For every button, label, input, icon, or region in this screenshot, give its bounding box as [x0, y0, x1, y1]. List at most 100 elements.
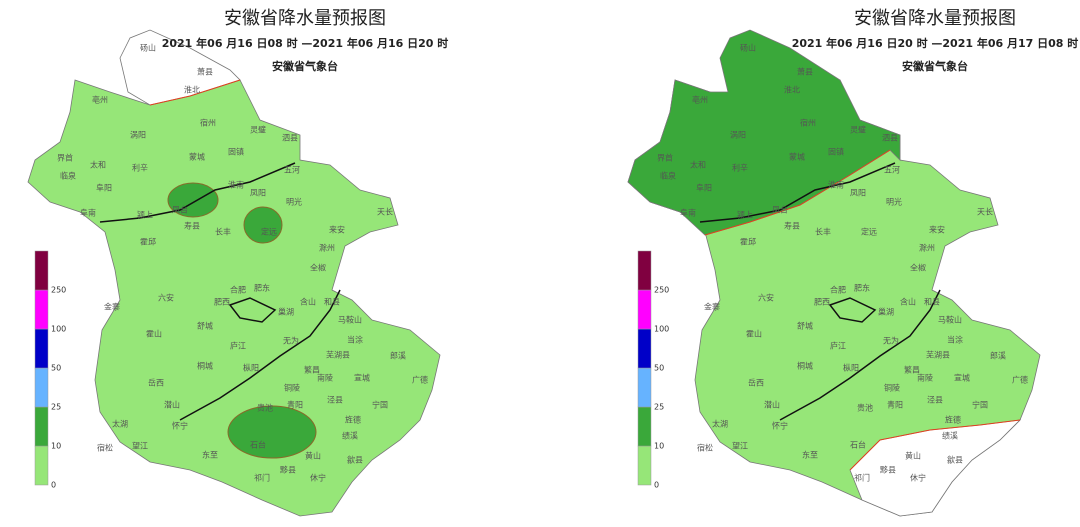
- city-label: 怀宁: [772, 421, 788, 431]
- city-label: 和县: [924, 298, 940, 307]
- legend-swatch: [34, 445, 49, 486]
- city-label: 来安: [929, 225, 945, 235]
- city-label: 明光: [286, 197, 302, 207]
- city-label: 南陵: [317, 373, 333, 383]
- legend-label: 0: [51, 481, 56, 490]
- city-label: 金寨: [704, 302, 720, 312]
- city-label: 马鞍山: [338, 315, 362, 325]
- legend-label: 100: [654, 325, 669, 334]
- city-label: 石台: [850, 440, 866, 450]
- city-label: 无为: [883, 336, 899, 346]
- city-label: 灵璧: [250, 125, 266, 135]
- city-label: 歙县: [947, 455, 963, 465]
- city-label: 阜阳: [96, 183, 112, 193]
- city-label: 霍邱: [740, 238, 756, 247]
- city-label: 望江: [132, 441, 148, 451]
- city-label: 蒙城: [789, 152, 805, 162]
- city-label: 六安: [158, 293, 174, 303]
- city-label: 贵池: [857, 403, 873, 413]
- city-label: 含山: [300, 297, 316, 307]
- city-label: 宿州: [800, 118, 816, 128]
- city-label: 宿松: [97, 443, 113, 453]
- city-label: 石台: [250, 440, 266, 450]
- legend-swatch: [637, 406, 652, 447]
- legend-swatch: [34, 289, 49, 330]
- city-label: 当涂: [947, 335, 963, 345]
- legend-swatch: [34, 250, 49, 291]
- city-label: 定远: [261, 227, 277, 237]
- city-label: 颍上: [137, 211, 153, 220]
- city-label: 芜湖县: [926, 350, 950, 360]
- city-label: 蒙城: [189, 152, 205, 162]
- city-label: 黟县: [280, 465, 296, 475]
- city-label: 利辛: [132, 163, 148, 173]
- city-label: 宁国: [972, 400, 988, 410]
- legend-swatch: [637, 367, 652, 408]
- city-label: 广德: [412, 375, 428, 385]
- city-label: 来安: [329, 225, 345, 235]
- city-label: 长丰: [815, 227, 831, 237]
- city-label: 旌德: [945, 415, 961, 425]
- legend-swatch: [637, 445, 652, 486]
- city-label: 舒城: [797, 321, 813, 331]
- city-label: 太湖: [112, 419, 128, 429]
- city-label: 绩溪: [342, 431, 358, 441]
- city-label: 贵池: [257, 403, 273, 413]
- map-title: 安徽省降水量预报图: [224, 8, 386, 29]
- city-label: 霍山: [746, 329, 762, 339]
- city-label: 砀山: [140, 43, 156, 53]
- legend-swatch: [34, 406, 49, 447]
- city-label: 滁州: [319, 243, 335, 253]
- city-label: 宿松: [697, 443, 713, 453]
- map-subtitle: 2021 年06 月16 日08 时 —2021 年06 月16 日20 时: [162, 36, 449, 50]
- city-label: 庐江: [830, 341, 846, 351]
- city-label: 宿州: [200, 118, 216, 128]
- city-label: 临泉: [660, 171, 676, 181]
- city-label: 潜山: [764, 400, 780, 410]
- city-label: 明光: [886, 197, 902, 207]
- city-label: 枞阳: [243, 363, 259, 373]
- city-label: 枞阳: [843, 363, 859, 373]
- city-label: 巢湖: [878, 307, 894, 317]
- legend-label: 250: [654, 286, 669, 295]
- legend-swatch: [637, 328, 652, 369]
- map-title: 安徽省降水量预报图: [854, 8, 1016, 29]
- city-label: 绩溪: [942, 431, 958, 441]
- city-label: 寿县: [784, 221, 800, 231]
- city-label: 肥西: [814, 298, 830, 307]
- city-label: 肥东: [254, 283, 270, 293]
- city-label: 颍上: [737, 211, 753, 220]
- city-label: 东至: [802, 450, 818, 460]
- city-label: 淮北: [784, 85, 800, 95]
- city-label: 淮南: [228, 180, 244, 190]
- city-label: 铜陵: [284, 383, 300, 393]
- legend-label: 50: [654, 364, 664, 373]
- city-label: 休宁: [310, 473, 326, 483]
- map-subtitle: 2021 年06 月16 日20 时 —2021 年06 月17 日08 时: [792, 36, 1079, 50]
- legend-swatch: [34, 367, 49, 408]
- city-label: 萧县: [797, 67, 813, 77]
- city-label: 全椒: [310, 263, 326, 273]
- city-label: 阜南: [80, 208, 96, 218]
- city-label: 望江: [732, 441, 748, 451]
- city-label: 界首: [57, 153, 73, 163]
- city-label: 五河: [884, 165, 900, 175]
- city-label: 天长: [377, 207, 393, 217]
- legend-label: 100: [51, 325, 66, 334]
- city-label: 舒城: [197, 321, 213, 331]
- city-label: 当涂: [347, 335, 363, 345]
- city-label: 歙县: [347, 455, 363, 465]
- city-label: 灵璧: [850, 125, 866, 135]
- city-label: 利辛: [732, 163, 748, 173]
- city-label: 太和: [690, 160, 706, 170]
- city-label: 凤台: [772, 205, 788, 215]
- city-label: 阜南: [680, 208, 696, 218]
- city-label: 太和: [90, 160, 106, 170]
- map-issuer: 安徽省气象台: [902, 59, 968, 73]
- city-label: 含山: [900, 297, 916, 307]
- city-label: 泾县: [327, 396, 343, 405]
- city-label: 南陵: [917, 373, 933, 383]
- city-label: 金寨: [104, 302, 120, 312]
- city-label: 繁昌: [904, 365, 920, 375]
